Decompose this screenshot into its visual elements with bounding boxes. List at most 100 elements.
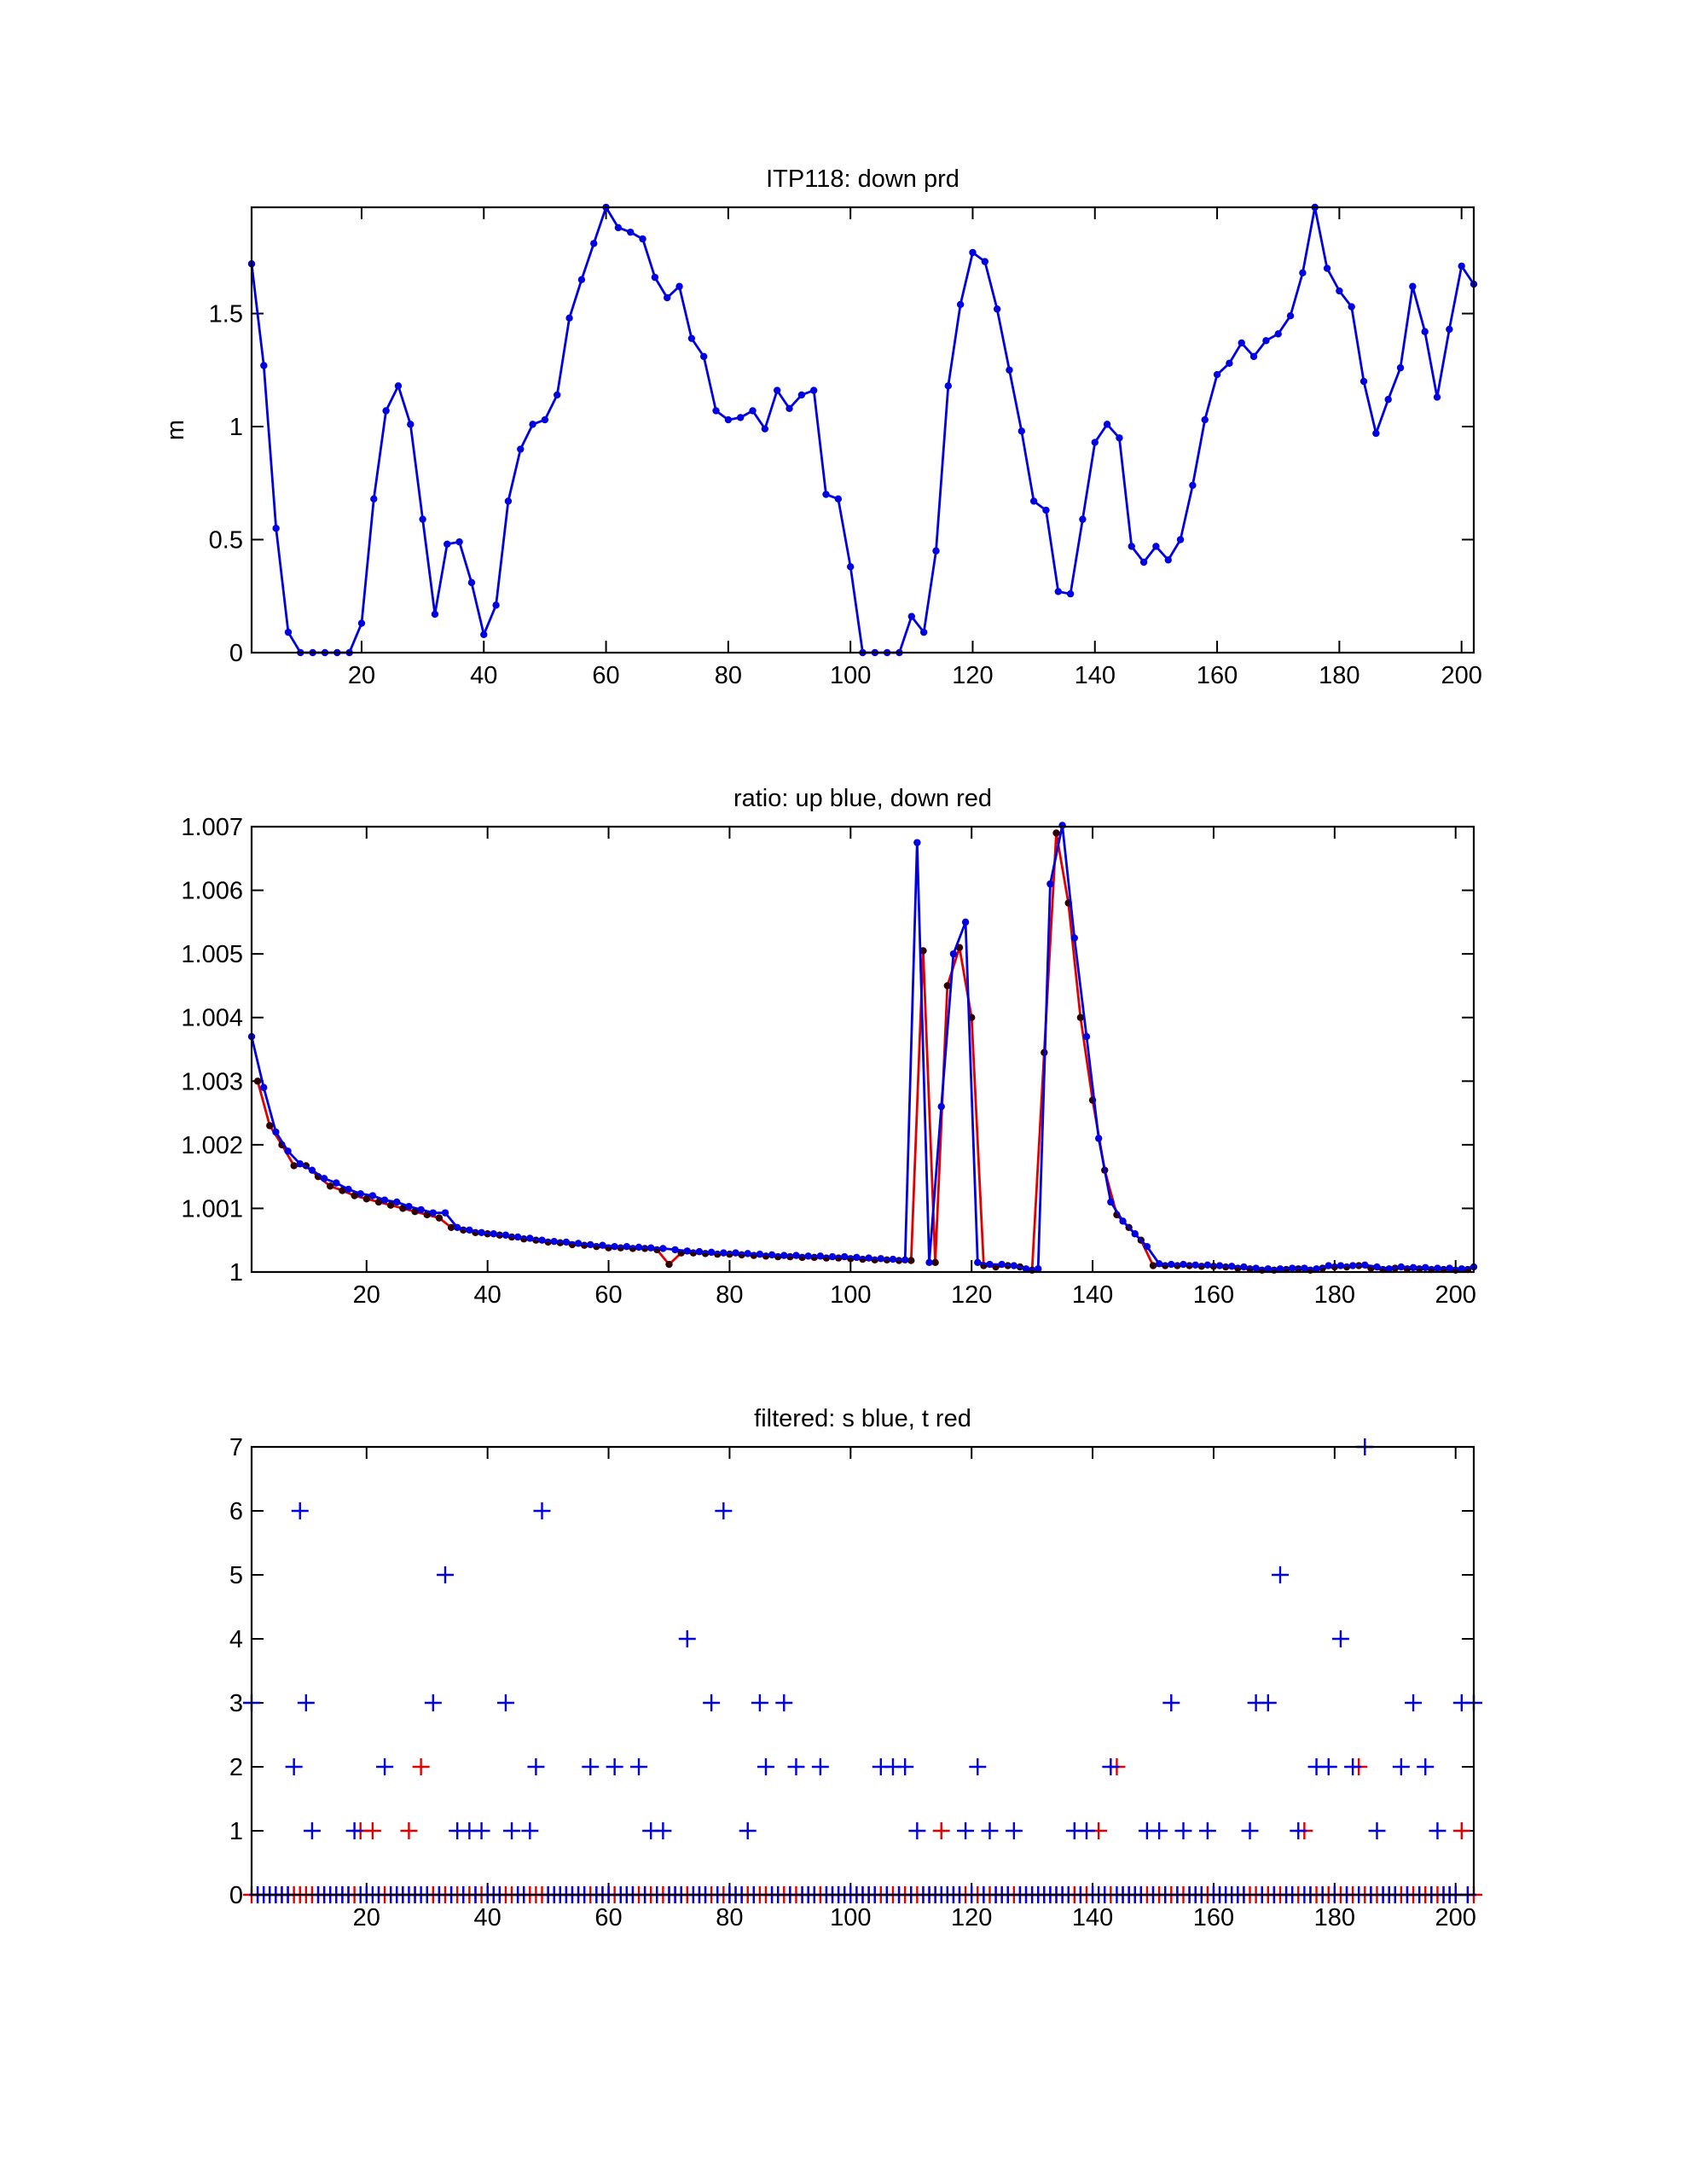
data-point bbox=[1240, 1263, 1248, 1271]
series-line bbox=[250, 824, 1475, 1270]
data-point bbox=[253, 1077, 262, 1085]
y-tick-label: 0.5 bbox=[209, 527, 243, 555]
data-point bbox=[272, 1128, 280, 1136]
data-point bbox=[1094, 1135, 1103, 1142]
data-point bbox=[417, 1205, 425, 1214]
data-point bbox=[683, 1247, 691, 1255]
data-point bbox=[1082, 1032, 1091, 1041]
data-point bbox=[1091, 439, 1099, 446]
plus-marker bbox=[376, 1758, 394, 1775]
y-tick-label: 4 bbox=[229, 1626, 243, 1653]
data-point bbox=[1373, 1263, 1381, 1271]
data-point bbox=[1288, 1264, 1296, 1272]
x-tick-label: 40 bbox=[474, 1281, 501, 1309]
plus-marker bbox=[1102, 1758, 1120, 1775]
y-tick-label: 1 bbox=[229, 1259, 243, 1287]
data-point bbox=[1252, 1264, 1260, 1272]
data-point bbox=[327, 1182, 334, 1190]
plus-marker bbox=[412, 1758, 430, 1775]
plus-marker bbox=[521, 1822, 539, 1839]
data-point bbox=[707, 1248, 716, 1257]
x-tick-label: 80 bbox=[716, 1904, 743, 1931]
data-point bbox=[1010, 1262, 1018, 1269]
data-point bbox=[687, 334, 696, 342]
data-point bbox=[786, 404, 793, 413]
plus-marker bbox=[957, 1822, 975, 1839]
plus-marker bbox=[1162, 1694, 1180, 1711]
data-point bbox=[290, 1162, 298, 1170]
data-point bbox=[492, 601, 500, 609]
data-point bbox=[423, 1211, 431, 1219]
plus-marker bbox=[582, 1758, 600, 1775]
x-tick-label: 180 bbox=[1319, 662, 1359, 689]
data-point bbox=[1176, 536, 1185, 543]
data-point bbox=[720, 1249, 728, 1257]
data-point bbox=[786, 1252, 794, 1261]
data-point bbox=[513, 1233, 522, 1241]
data-point bbox=[1189, 481, 1197, 490]
plus-marker bbox=[811, 1758, 829, 1775]
y-tick-label: 1.002 bbox=[181, 1132, 243, 1159]
data-point bbox=[411, 1207, 419, 1216]
plus-marker bbox=[285, 1758, 303, 1775]
data-point bbox=[308, 1166, 316, 1174]
data-point bbox=[541, 415, 549, 424]
data-point bbox=[405, 1202, 413, 1211]
data-point bbox=[1213, 370, 1221, 379]
data-point bbox=[700, 352, 708, 361]
data-point bbox=[431, 610, 439, 619]
data-point bbox=[744, 1250, 751, 1258]
plus-marker bbox=[1452, 1822, 1470, 1839]
x-tick-label: 200 bbox=[1441, 662, 1481, 689]
plus-marker bbox=[932, 1822, 950, 1839]
data-point bbox=[1201, 415, 1209, 424]
x-tick-label: 180 bbox=[1314, 1281, 1355, 1309]
data-point bbox=[419, 515, 426, 523]
data-point bbox=[320, 1175, 328, 1182]
plus-marker bbox=[1271, 1566, 1289, 1583]
data-point bbox=[1022, 1265, 1030, 1273]
data-point bbox=[671, 1246, 679, 1254]
data-point bbox=[1042, 506, 1050, 514]
data-point bbox=[284, 1147, 292, 1155]
data-point bbox=[969, 248, 977, 257]
data-point bbox=[339, 1187, 346, 1194]
y-tick-label: 2 bbox=[229, 1754, 243, 1781]
data-point bbox=[526, 1234, 534, 1242]
data-point bbox=[368, 1192, 377, 1199]
data-point bbox=[441, 1209, 449, 1217]
x-tick-label: 60 bbox=[594, 1281, 622, 1309]
data-point bbox=[949, 950, 958, 958]
series-1 bbox=[247, 203, 1478, 657]
x-tick-label: 200 bbox=[1435, 1904, 1476, 1931]
data-point bbox=[1301, 1264, 1308, 1272]
data-point bbox=[1372, 429, 1380, 438]
x-tick-label: 40 bbox=[470, 662, 497, 689]
data-point bbox=[1446, 325, 1453, 334]
data-point bbox=[1323, 264, 1331, 272]
plus-marker bbox=[606, 1758, 623, 1775]
data-point bbox=[1228, 1263, 1236, 1270]
data-point bbox=[550, 1238, 558, 1246]
data-point bbox=[635, 1243, 643, 1252]
y-axis-label: m bbox=[162, 420, 189, 440]
data-point bbox=[260, 362, 268, 369]
data-point bbox=[590, 240, 598, 247]
data-point bbox=[1384, 396, 1392, 404]
data-point bbox=[1385, 1265, 1393, 1273]
data-point bbox=[1348, 1262, 1357, 1269]
data-point bbox=[1029, 497, 1038, 505]
data-point bbox=[993, 305, 1001, 313]
plus-marker bbox=[424, 1694, 442, 1711]
data-point bbox=[792, 1252, 800, 1259]
data-point bbox=[1180, 1260, 1187, 1269]
x-tick-label: 140 bbox=[1072, 1281, 1113, 1309]
data-point bbox=[455, 537, 463, 546]
plus-marker bbox=[437, 1566, 455, 1583]
data-point bbox=[712, 407, 720, 415]
y-tick-label: 7 bbox=[229, 1434, 243, 1461]
chart-title: ratio: up blue, down red bbox=[733, 785, 992, 812]
plus-marker bbox=[400, 1822, 418, 1839]
data-point bbox=[665, 1260, 673, 1269]
data-point bbox=[1330, 1263, 1339, 1271]
